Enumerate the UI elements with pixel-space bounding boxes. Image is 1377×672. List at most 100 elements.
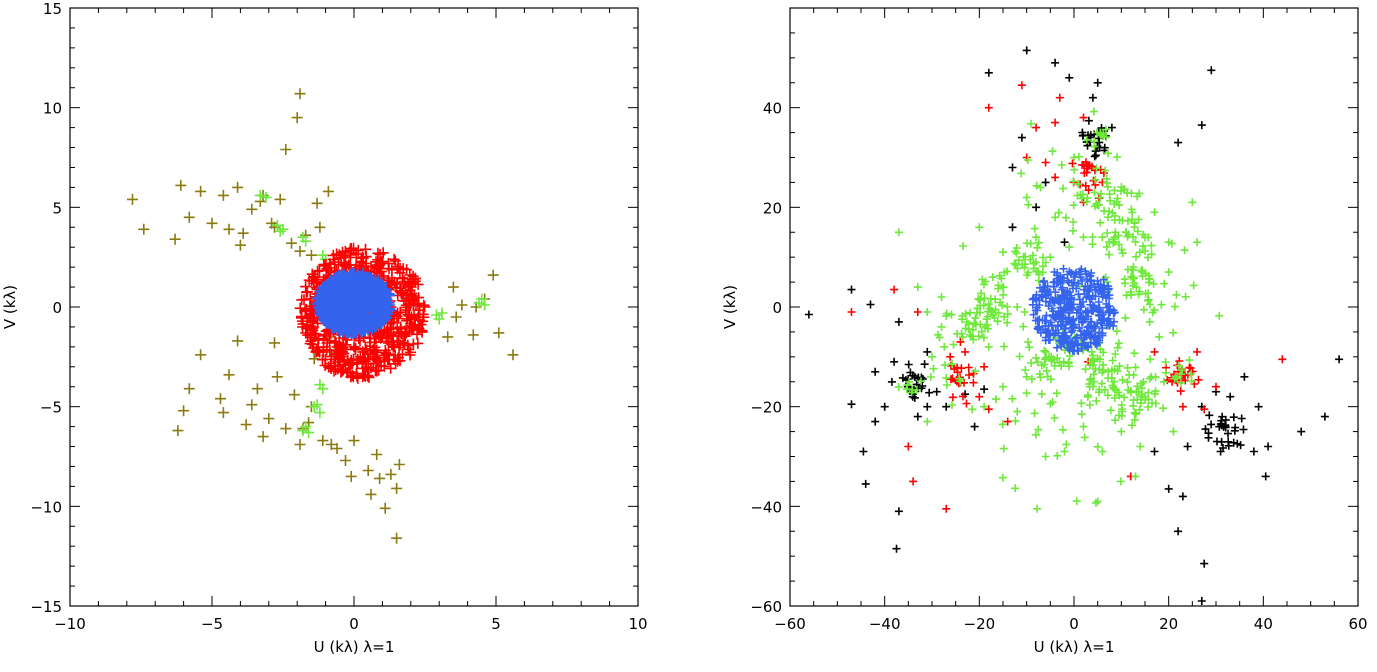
data-point <box>1080 328 1089 337</box>
data-point <box>1003 417 1012 426</box>
data-point <box>358 369 370 381</box>
data-point <box>1169 328 1178 337</box>
data-point <box>1104 149 1112 158</box>
data-point <box>1013 407 1022 416</box>
data-point <box>206 217 218 229</box>
data-point <box>1093 497 1102 506</box>
data-point <box>1226 392 1235 401</box>
data-point <box>1113 194 1122 203</box>
data-point <box>887 377 896 386</box>
data-point <box>332 302 344 313</box>
data-point <box>308 353 320 365</box>
data-point <box>1193 238 1202 247</box>
data-point <box>314 221 326 233</box>
data-point <box>1072 308 1081 317</box>
data-point <box>1048 311 1057 320</box>
data-point <box>1177 379 1185 387</box>
data-point <box>1026 255 1035 264</box>
data-point <box>970 422 979 431</box>
data-point <box>1051 213 1060 222</box>
data-point <box>1320 412 1329 421</box>
data-point <box>974 332 983 341</box>
data-point <box>274 225 286 237</box>
data-point <box>1149 279 1158 288</box>
data-point <box>1082 168 1091 177</box>
data-point <box>1033 243 1042 252</box>
data-point <box>961 347 970 356</box>
data-point <box>394 307 406 318</box>
data-point <box>946 352 955 361</box>
y-axis-label: V (kλ) <box>1 285 19 329</box>
data-point <box>339 311 351 323</box>
data-point <box>1027 119 1036 128</box>
data-point <box>941 361 949 370</box>
data-point <box>1233 439 1242 448</box>
data-point <box>280 144 292 155</box>
data-point <box>232 181 244 193</box>
data-point <box>1187 370 1196 378</box>
data-point <box>1155 332 1164 341</box>
data-point <box>326 280 338 292</box>
data-point <box>1057 313 1066 322</box>
data-point <box>1123 363 1132 372</box>
data-point <box>1130 279 1139 287</box>
data-point <box>1074 152 1083 161</box>
data-point <box>969 335 978 344</box>
data-point <box>1024 200 1033 209</box>
data-point <box>400 304 412 316</box>
data-point <box>380 311 392 323</box>
data-point <box>1141 247 1149 255</box>
data-point <box>1077 410 1086 419</box>
data-point <box>1082 269 1091 278</box>
data-point <box>1089 107 1098 116</box>
data-point <box>1144 233 1153 242</box>
data-point <box>1219 444 1227 452</box>
data-point <box>1157 300 1166 309</box>
data-point <box>1239 425 1248 434</box>
data-point <box>1105 250 1114 259</box>
data-point <box>953 368 962 377</box>
data-point <box>894 507 903 516</box>
data-point <box>327 307 339 319</box>
data-point <box>894 317 903 326</box>
data-point <box>871 367 880 376</box>
x-tick-label: 5 <box>491 615 501 633</box>
axis-ticks <box>69 7 639 607</box>
data-point <box>398 295 410 307</box>
data-point <box>910 373 919 381</box>
data-point <box>1128 421 1137 430</box>
data-point <box>1021 366 1030 374</box>
data-point <box>314 298 326 310</box>
data-point <box>920 360 929 369</box>
data-point <box>1028 251 1037 260</box>
data-point <box>352 271 364 283</box>
data-point <box>387 341 399 353</box>
data-point <box>804 310 813 319</box>
data-point <box>322 293 334 304</box>
data-point <box>1150 389 1159 398</box>
data-point <box>1229 413 1238 422</box>
data-point <box>1020 308 1029 316</box>
data-point <box>1127 290 1136 299</box>
data-point <box>1101 166 1110 175</box>
data-point <box>1044 302 1053 310</box>
data-point <box>923 417 932 426</box>
data-point <box>277 223 289 235</box>
data-point <box>1111 416 1120 425</box>
data-point <box>1042 316 1051 325</box>
data-point <box>1138 242 1147 251</box>
data-point <box>1071 334 1080 343</box>
data-point <box>1143 296 1152 305</box>
data-point <box>929 364 938 373</box>
data-point <box>328 274 340 286</box>
data-point <box>345 470 357 482</box>
data-point <box>1032 430 1040 439</box>
data-point <box>320 260 332 272</box>
data-point <box>925 388 934 397</box>
data-point <box>961 309 970 318</box>
data-point <box>1117 427 1126 436</box>
data-point <box>1041 452 1050 461</box>
data-point <box>966 308 975 317</box>
data-point <box>1051 326 1060 335</box>
data-point <box>1215 311 1224 320</box>
